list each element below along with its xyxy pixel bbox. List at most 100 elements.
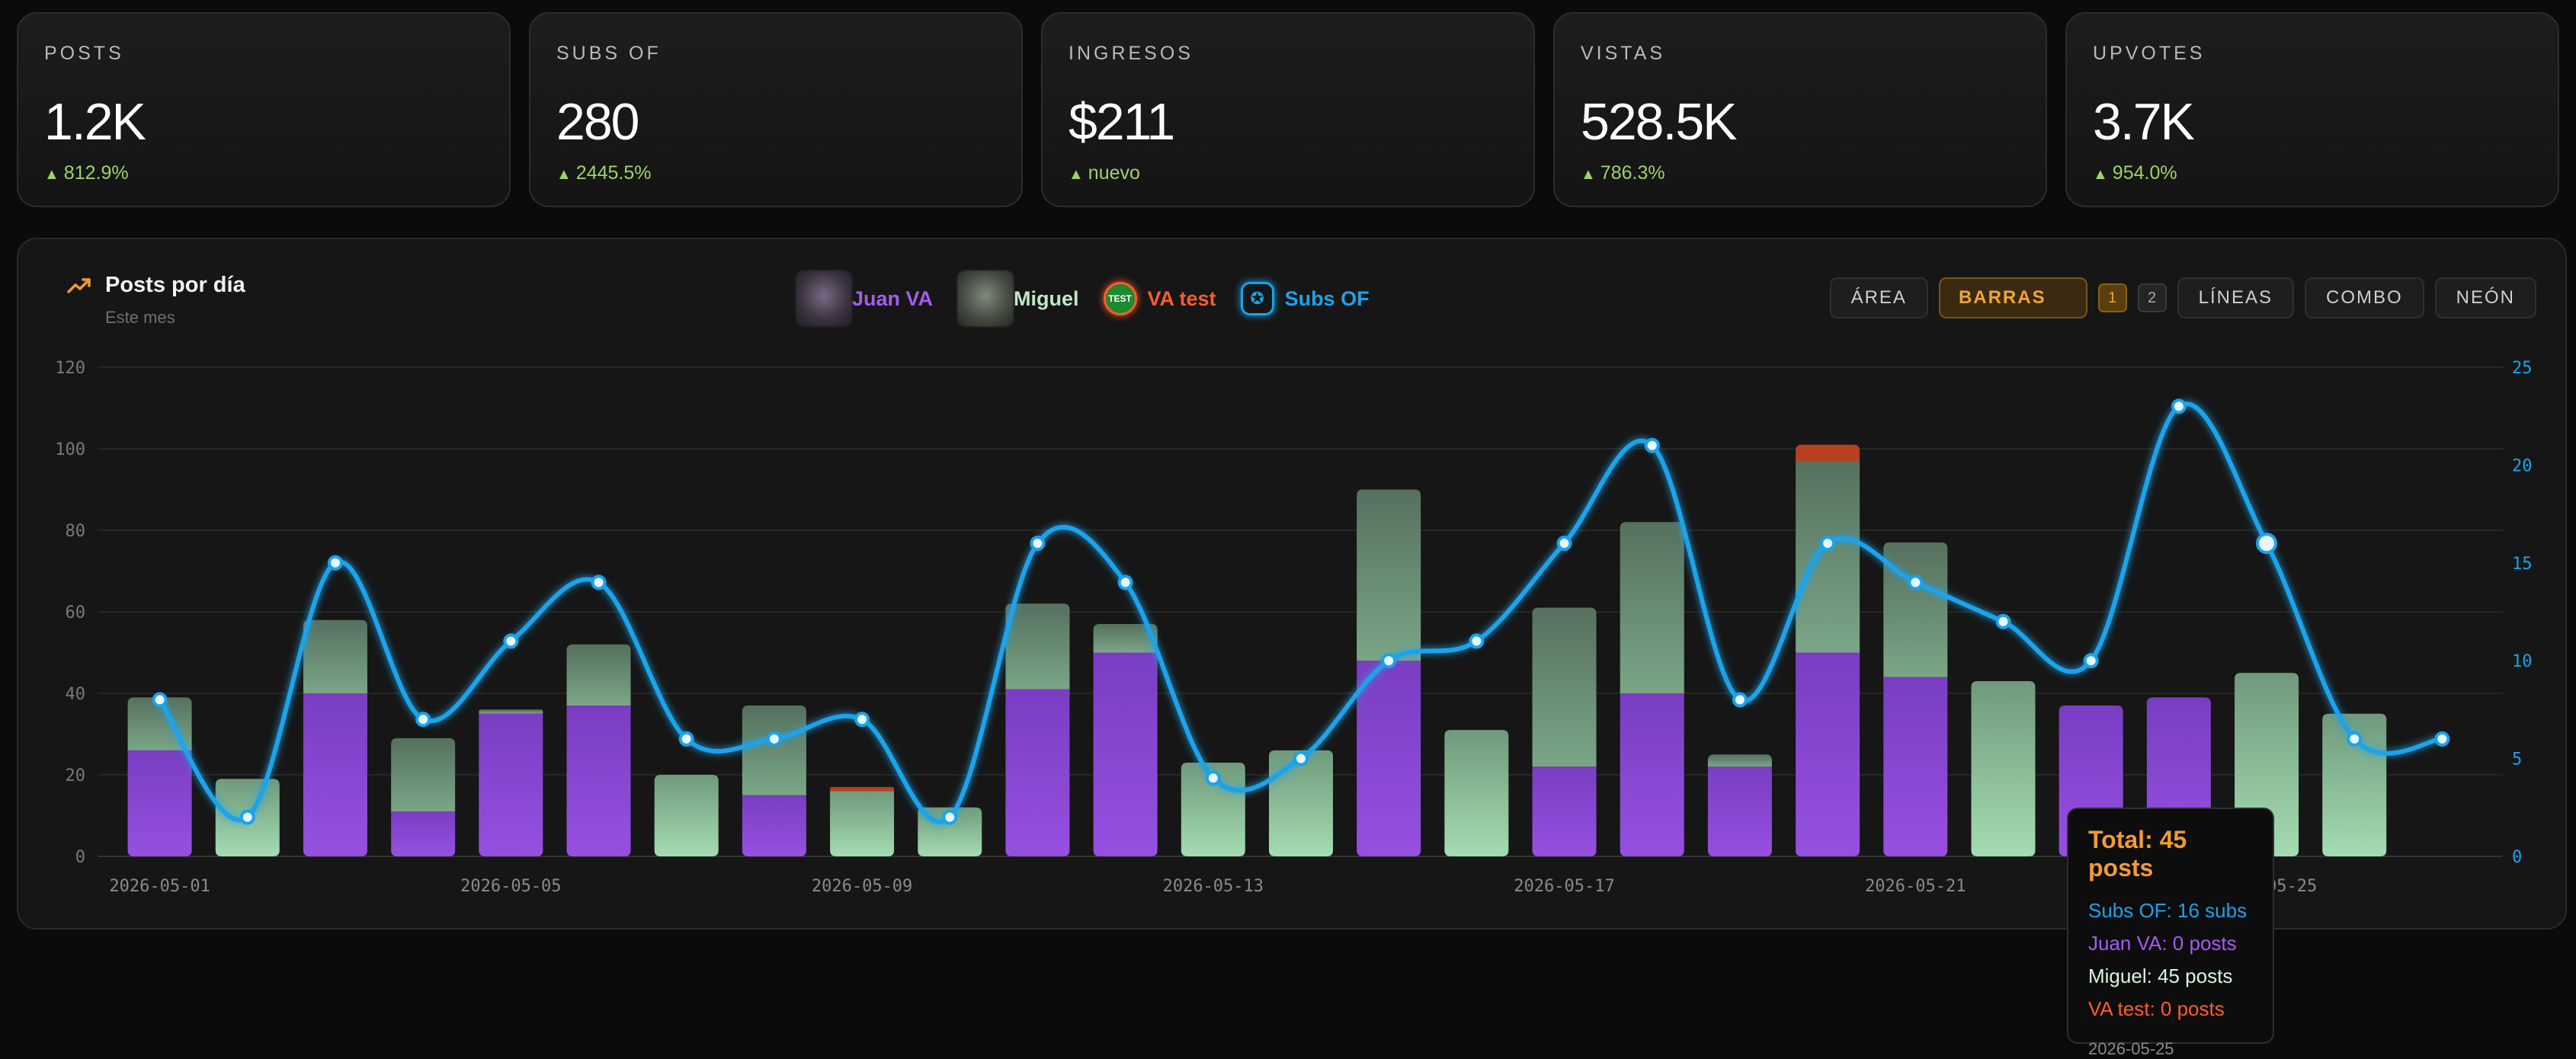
subs-of-point[interactable] (2434, 731, 2450, 747)
bar-juan-va[interactable] (1005, 689, 1070, 856)
onlyfans-icon: ✪ (1240, 282, 1274, 315)
bar-juan-va[interactable] (479, 713, 543, 856)
bar-juan-va[interactable] (391, 811, 456, 856)
subs-of-point[interactable] (1820, 536, 1836, 552)
legend-item-subsof[interactable]: ✪ Subs OF (1240, 282, 1370, 315)
subs-of-point[interactable] (2171, 398, 2187, 414)
bar-miguel[interactable] (1181, 762, 1245, 856)
bar-juan-va[interactable] (1620, 693, 1684, 856)
stat-card-upvotes[interactable]: UPVOTES 3.7K ▲ 954.0% (2065, 12, 2559, 207)
legend-label: Subs OF (1284, 286, 1370, 310)
subs-of-point[interactable] (1030, 536, 1046, 552)
subs-of-point[interactable] (2083, 653, 2099, 669)
subs-of-point[interactable] (766, 731, 782, 747)
combo-button[interactable]: COMBO (2304, 277, 2424, 318)
bar-miguel[interactable] (830, 791, 895, 856)
bars-variant-2-button[interactable]: 2 (2137, 283, 2167, 312)
subs-of-point[interactable] (1117, 574, 1133, 590)
subs-of-point[interactable] (327, 555, 343, 571)
bar-juan-va[interactable] (1357, 661, 1421, 856)
bar-juan-va[interactable] (742, 795, 806, 856)
panel-subtitle: Este mes (105, 308, 175, 327)
bar-juan-va[interactable] (1093, 652, 1158, 857)
subs-of-point[interactable] (942, 809, 958, 825)
area-button[interactable]: ÁREA (1829, 277, 1928, 318)
bar-miguel[interactable] (1357, 489, 1421, 661)
bar-juan-va[interactable] (303, 693, 367, 856)
stat-value: 3.7K (2093, 93, 2195, 151)
subs-of-point[interactable] (1556, 536, 1572, 552)
subs-of-point[interactable] (2347, 731, 2363, 747)
neon-button[interactable]: NEÓN (2434, 277, 2536, 318)
subs-of-point[interactable] (1908, 574, 1924, 590)
bar-miguel[interactable] (127, 697, 192, 750)
bar-miguel[interactable] (1532, 607, 1597, 767)
bar-miguel[interactable] (303, 619, 367, 693)
bar-va-test[interactable] (830, 787, 895, 792)
bar-miguel[interactable] (1883, 542, 1948, 677)
bar-miguel[interactable] (1620, 522, 1684, 693)
y-tick-label: 100 (55, 440, 85, 459)
subs-of-point[interactable] (1995, 613, 2011, 629)
bar-miguel[interactable] (1093, 624, 1158, 653)
subs-of-point[interactable] (1732, 692, 1748, 708)
x-tick-label: 2026-05-01 (109, 877, 210, 896)
arrow-up-icon: ▲ (1069, 166, 1084, 183)
subs-of-point[interactable] (1469, 633, 1485, 649)
subs-of-point[interactable] (415, 712, 431, 728)
bar-miguel[interactable] (391, 737, 456, 812)
stat-card-subs[interactable]: SUBS OF 280 ▲ 2445.5% (529, 12, 1023, 207)
stat-label: INGRESOS (1069, 43, 1193, 64)
bar-miguel[interactable] (1971, 680, 2036, 856)
arrow-up-icon: ▲ (556, 166, 572, 183)
bar-miguel[interactable] (479, 709, 543, 714)
subs-of-point[interactable] (1205, 770, 1221, 786)
bar-juan-va[interactable] (566, 705, 631, 856)
subs-of-point[interactable] (503, 633, 519, 649)
bar-juan-va[interactable] (1532, 766, 1597, 856)
stat-delta: ▲ 2445.5% (556, 162, 995, 184)
subs-of-point[interactable] (1381, 653, 1397, 669)
bar-miguel[interactable] (1707, 754, 1772, 767)
legend-item-juan[interactable]: Juan VA (796, 270, 933, 327)
bar-miguel[interactable] (1796, 461, 1860, 653)
bar-miguel[interactable] (1269, 750, 1333, 856)
bar-miguel[interactable] (742, 705, 806, 795)
bar-juan-va[interactable] (1883, 677, 1948, 856)
subs-of-point[interactable] (854, 712, 870, 728)
bar-juan-va[interactable] (1796, 652, 1860, 857)
tooltip-vatest: VA test: 0 posts (2088, 997, 2225, 1020)
posts-per-day-chart[interactable]: 0 20 40 60 80 100 120 0 5 10 15 20 25 2026-05-01 2026-… (18, 239, 2567, 929)
bar-juan-va[interactable] (1707, 766, 1772, 856)
y-tick-label: 120 (55, 359, 85, 378)
stat-delta: ▲ nuevo (1069, 162, 1507, 184)
bars-button[interactable]: BARRAS (1938, 277, 2087, 318)
subs-of-point[interactable] (591, 574, 607, 590)
subs-of-point[interactable] (239, 809, 255, 825)
legend-item-vatest[interactable]: TEST VA test (1103, 282, 1216, 315)
bar-miguel[interactable] (654, 775, 719, 856)
stat-card-ingresos[interactable]: INGRESOS $211 ▲ nuevo (1041, 12, 1535, 207)
legend-item-miguel[interactable]: Miguel (957, 270, 1079, 327)
bar-juan-va[interactable] (127, 750, 192, 856)
bar-miguel[interactable] (566, 644, 631, 706)
stat-card-vistas[interactable]: VISTAS 528.5K ▲ 786.3% (1553, 12, 2047, 207)
y-tick-label: 0 (75, 848, 85, 867)
subs-of-point[interactable] (1293, 750, 1309, 766)
chart-legend: Juan VA Miguel TEST VA test ✪ Subs OF (796, 268, 1394, 329)
avatar-juan (796, 270, 852, 327)
subs-of-point[interactable] (152, 692, 168, 708)
bar-va-test[interactable] (1796, 444, 1860, 462)
stat-delta-text: 812.9% (63, 162, 129, 184)
subs-of-point[interactable] (1644, 437, 1660, 453)
subs-of-point[interactable] (2256, 533, 2278, 555)
stat-card-posts[interactable]: POSTS 1.2K ▲ 812.9% (17, 12, 511, 207)
bar-miguel[interactable] (1005, 603, 1070, 689)
y-tick-label: 20 (66, 766, 86, 785)
bars-variant-1-button[interactable]: 1 (2097, 283, 2127, 312)
subs-of-point[interactable] (678, 731, 694, 747)
legend-label: Juan VA (852, 286, 934, 310)
lines-button[interactable]: LÍNEAS (2177, 277, 2294, 318)
legend-label: Miguel (1014, 286, 1079, 310)
bar-miguel[interactable] (1444, 730, 1509, 856)
